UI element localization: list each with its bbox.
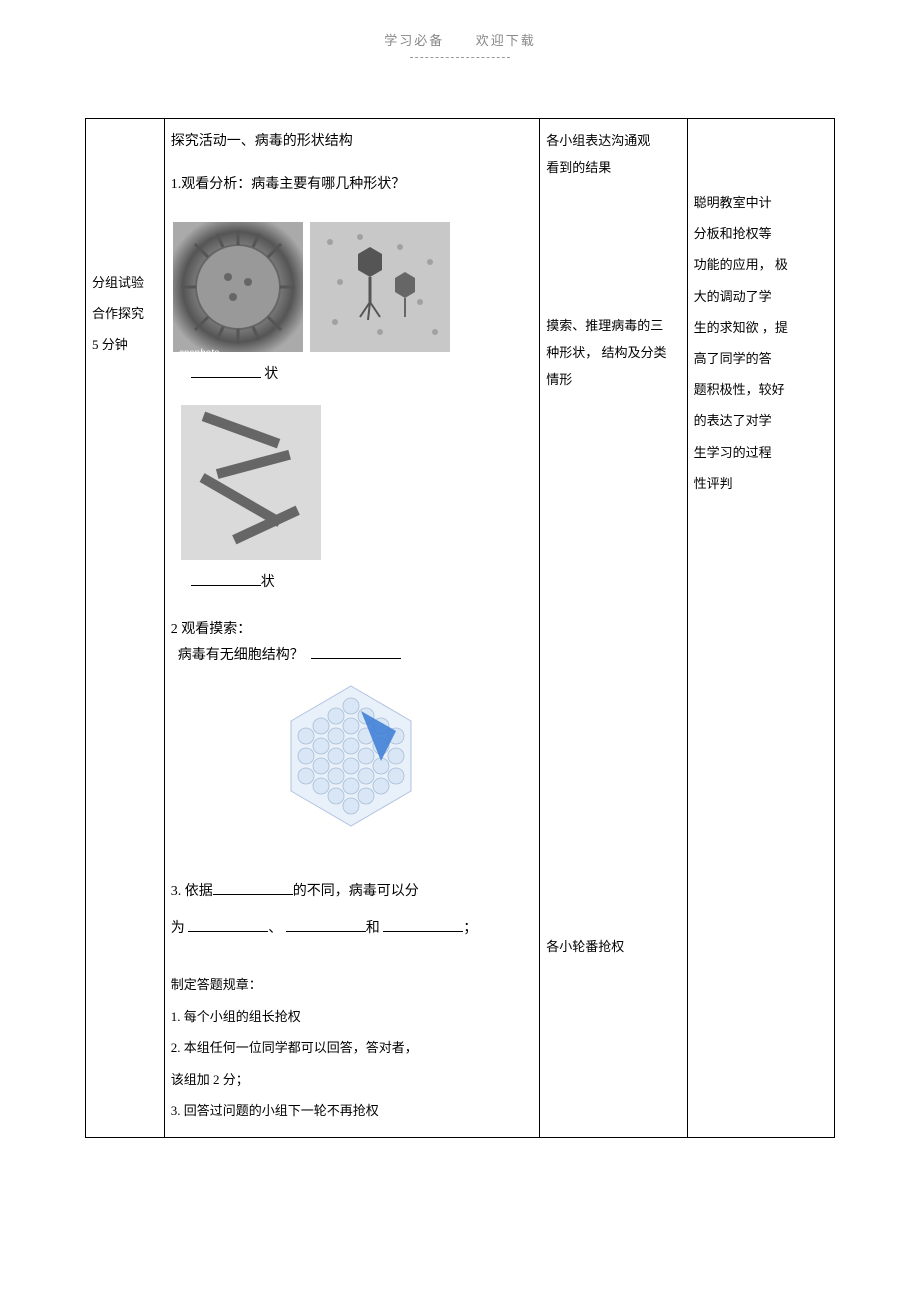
n-l10: 性评判 — [694, 468, 828, 499]
blank-shape-1 — [191, 364, 261, 378]
c3b2-l1: 摸索、推理病毒的三 — [546, 312, 680, 339]
q3-prefix: 3. 依据 — [171, 884, 213, 899]
question-3: 3. 依据 的不同，病毒可以分 — [171, 879, 533, 904]
virus-image-spiky: cnsphoto — [173, 222, 303, 352]
shape-label-1: 状 — [191, 360, 533, 389]
n-l7: 题积极性，较好 — [694, 374, 828, 405]
question-3-line2: 为 、 和 ； — [171, 916, 533, 941]
c3b2-l3: 情形 — [546, 366, 680, 393]
n-l5: 生的求知欲 ，提 — [694, 312, 828, 343]
shape-suffix-2: 状 — [261, 575, 275, 590]
stage-line3: 5 分钟 — [92, 329, 158, 360]
blank-q2 — [311, 645, 401, 659]
q3-mid: 的不同，病毒可以分 — [293, 884, 419, 899]
virus-image-phage — [310, 222, 450, 352]
n-l9: 生学习的过程 — [694, 437, 828, 468]
stage-line2: 合作探究 — [92, 298, 158, 329]
c3b1-l1: 各小组表达沟通观 — [546, 127, 680, 154]
q2-line1: 2 观看摸索： — [171, 617, 533, 642]
blank-q3-2 — [188, 918, 268, 932]
lesson-table: 分组试验 合作探究 5 分钟 探究活动一、病毒的形状结构 1.观看分析：病毒主要… — [85, 118, 835, 1138]
col-activity: 探究活动一、病毒的形状结构 1.观看分析：病毒主要有哪几种形状？ — [164, 119, 539, 1138]
blank-shape-2 — [191, 572, 261, 586]
student-block-2: 摸索、推理病毒的三 种形状， 结构及分类 情形 — [546, 312, 680, 394]
n-l3: 功能的应用， 极 — [694, 249, 828, 280]
student-block-3: 各小轮番抢权 — [546, 933, 680, 960]
blank-q3-1 — [213, 881, 293, 895]
c3b2-l2: 种形状， 结构及分类 — [546, 339, 680, 366]
virus-image-rod — [181, 405, 321, 560]
notes-content: 聪明教室中计 分板和抢权等 功能的应用， 极 大的调动了学 生的求知欲 ，提 高… — [694, 127, 828, 499]
rule-3: 3. 回答过问题的小组下一轮不再抢权 — [171, 1097, 533, 1126]
blank-q3-3 — [286, 918, 366, 932]
question-1: 1.观看分析：病毒主要有哪几种形状？ — [171, 172, 533, 197]
q3-l2-prefix: 为 — [171, 921, 185, 936]
q3-sep1: 、 — [268, 921, 282, 936]
shape-suffix-1: 状 — [264, 367, 278, 382]
rule-1: 1. 每个小组的组长抢权 — [171, 1003, 533, 1032]
col-student: 各小组表达沟通观 看到的结果 摸索、推理病毒的三 种形状， 结构及分类 情形 各… — [540, 119, 687, 1138]
rule-2b: 该组加 2 分； — [171, 1066, 533, 1095]
q2-line2: 病毒有无细胞结构？ — [178, 648, 304, 663]
header-underline — [410, 57, 510, 58]
stage-line1: 分组试验 — [92, 267, 158, 298]
c3b1-l2: 看到的结果 — [546, 154, 680, 181]
blank-q3-4 — [383, 918, 463, 932]
n-l4: 大的调动了学 — [694, 281, 828, 312]
n-l2: 分板和抢权等 — [694, 218, 828, 249]
page-header: 学习必备 欢迎下载 — [0, 0, 920, 57]
col-stage: 分组试验 合作探究 5 分钟 — [86, 119, 165, 1138]
cnsphoto-watermark: cnsphoto — [179, 343, 309, 364]
virus-capsid-image — [264, 674, 439, 839]
n-l1: 聪明教室中计 — [694, 187, 828, 218]
stage-content: 分组试验 合作探究 5 分钟 — [92, 127, 158, 361]
student-block-1: 各小组表达沟通观 看到的结果 — [546, 127, 680, 182]
q3-sep2: 和 — [366, 921, 380, 936]
header-right: 欢迎下载 — [476, 33, 536, 48]
question-2: 2 观看摸索： 病毒有无细胞结构？ — [171, 617, 533, 667]
rules-title: 制定答题规章： — [171, 971, 533, 1000]
rules-section: 制定答题规章： 1. 每个小组的组长抢权 2. 本组任何一位同学都可以回答，答对… — [171, 971, 533, 1126]
rule-2: 2. 本组任何一位同学都可以回答，答对者， — [171, 1034, 533, 1063]
image-row-1: cnsphoto — [171, 218, 533, 356]
col-notes: 聪明教室中计 分板和抢权等 功能的应用， 极 大的调动了学 生的求知欲 ，提 高… — [687, 119, 834, 1138]
q3-suffix: ； — [463, 921, 477, 936]
shape-label-2: 状 — [191, 568, 533, 597]
n-l8: 的表达了对学 — [694, 405, 828, 436]
q2-line2-wrap: 病毒有无细胞结构？ — [171, 643, 533, 668]
header-left: 学习必备 — [384, 33, 444, 48]
n-l6: 高了同学的答 — [694, 343, 828, 374]
activity-title: 探究活动一、病毒的形状结构 — [171, 127, 533, 156]
